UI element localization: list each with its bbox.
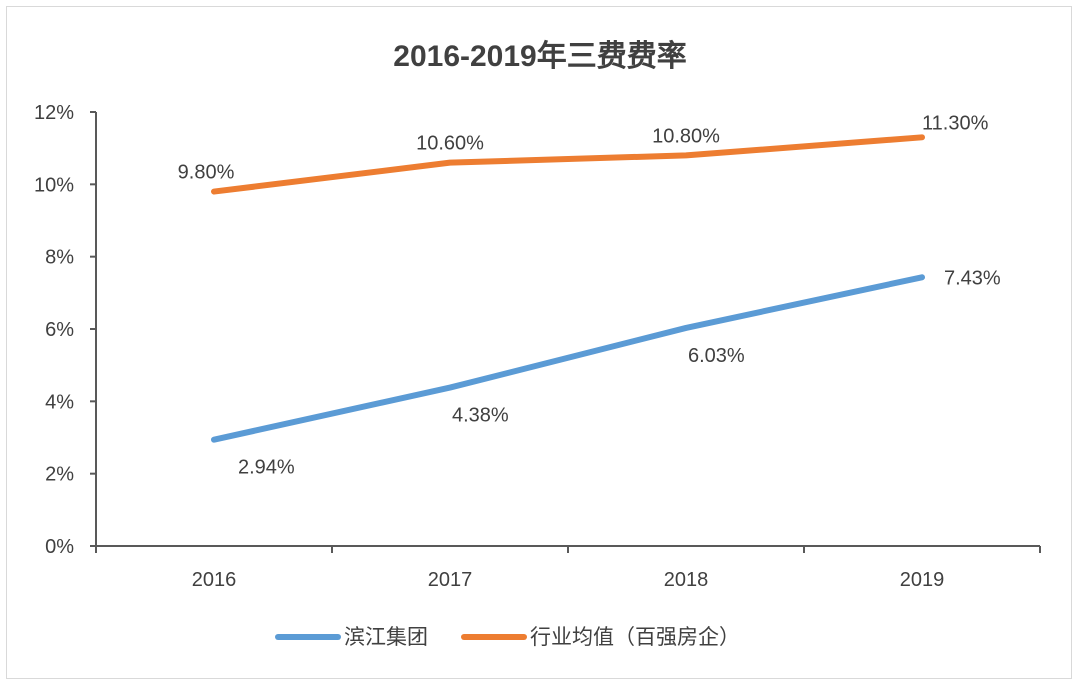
legend-label: 滨江集团 [344,625,428,649]
data-label: 11.30% [922,112,989,134]
chart-title: 2016-2019年三费费率 [393,40,686,73]
legend-item: 行业均值（百强房企） [461,625,740,649]
series-line [211,134,925,195]
x-tick-label: 2016 [192,569,237,591]
chart-frame [6,6,1072,679]
y-tick-label: 2% [45,464,74,486]
series-lines [211,134,925,443]
data-label: 7.43% [944,267,1001,289]
legend-label: 行业均值（百强房企） [530,625,740,649]
data-label: 6.03% [688,345,745,367]
y-tick-label: 12% [34,102,74,124]
y-tick-label: 6% [45,319,74,341]
legend: 滨江集团 行业均值（百强房企） [275,625,740,649]
data-labels: 2.94% 4.38% 6.03% 7.43% 9.80% 10.60% 10.80% 11.… [178,112,1001,478]
series-line [211,274,925,443]
x-tick-label: 2017 [428,569,473,591]
axes: 0% 2% 4% 6% 8% 10% 12% 2016 2017 2018 2019 [34,102,1041,591]
data-label: 2.94% [238,457,295,479]
x-tick-label: 2018 [664,569,709,591]
data-label: 10.60% [416,133,484,155]
data-label: 9.80% [178,162,235,184]
y-tick-label: 10% [34,174,74,196]
data-label: 10.80% [652,125,720,147]
x-tick-label: 2019 [900,569,945,591]
y-tick-label: 0% [45,536,74,558]
legend-item: 滨江集团 [275,625,428,649]
data-label: 4.38% [452,405,509,427]
y-tick-label: 8% [45,247,74,269]
y-tick-label: 4% [45,391,74,413]
